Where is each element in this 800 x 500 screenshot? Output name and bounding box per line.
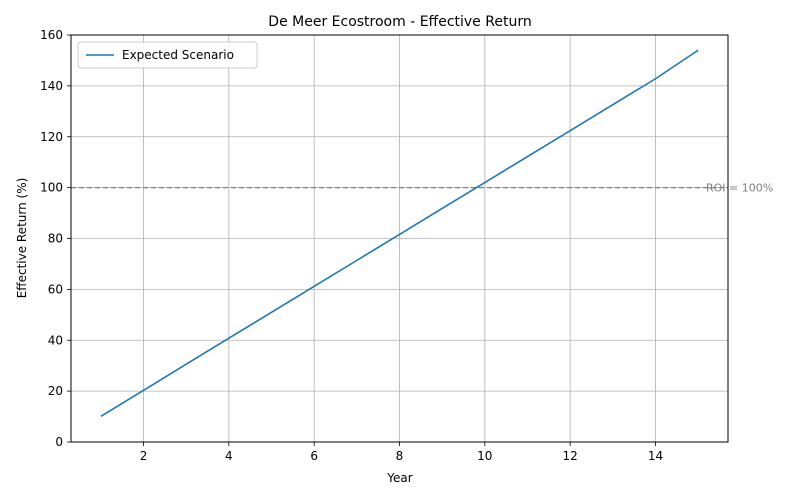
x-tick-label: 2: [140, 449, 148, 463]
x-tick-label: 8: [396, 449, 404, 463]
legend-label: Expected Scenario: [122, 48, 234, 62]
y-tick-label: 160: [40, 28, 63, 42]
series-group: [100, 49, 699, 417]
y-tick-label: 60: [48, 282, 63, 296]
legend-box: [77, 41, 258, 69]
y-tick-label: 40: [48, 333, 63, 347]
roi-reference-label: ROI = 100%: [706, 182, 773, 195]
y-tick-label: 120: [40, 130, 63, 144]
y-axis-ticks: 0 20 40 60 80 100 120 140 160: [40, 28, 71, 449]
x-axis-ticks: 2 4 6 8 10 12 14: [140, 442, 663, 463]
x-tick-label: 12: [563, 449, 578, 463]
y-tick-label: 0: [55, 435, 63, 449]
y-axis-label: Effective Return (%): [15, 178, 29, 299]
x-axis-label: Year: [386, 471, 412, 485]
x-tick-label: 14: [648, 449, 663, 463]
y-tick-label: 100: [40, 181, 63, 195]
y-tick-label: 140: [40, 79, 63, 93]
grid-lines: [71, 34, 728, 443]
x-tick-label: 10: [477, 449, 492, 463]
y-tick-label: 80: [48, 232, 63, 246]
x-tick-label: 4: [225, 449, 233, 463]
series-line-0: [100, 49, 699, 417]
x-tick-label: 6: [310, 449, 318, 463]
legend: Expected Scenario: [77, 41, 258, 69]
reference-line-group: ROI = 100%: [71, 182, 773, 195]
chart-title: De Meer Ecostroom - Effective Return: [268, 14, 531, 30]
y-tick-label: 20: [48, 384, 63, 398]
